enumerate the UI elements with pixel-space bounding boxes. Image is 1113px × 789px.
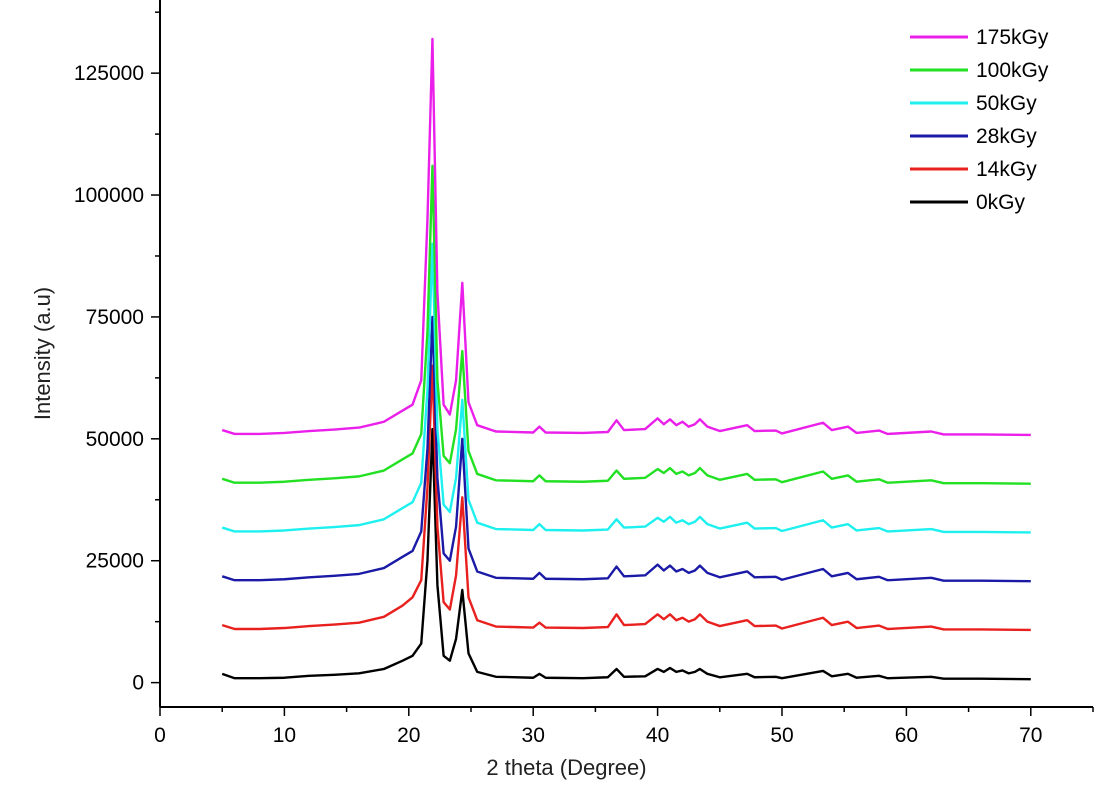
x-tick-label: 10 — [273, 724, 296, 747]
y-tick-label: 50000 — [86, 428, 144, 451]
legend-label: 0kGy — [976, 191, 1026, 214]
x-axis-title: 2 theta (Degree) — [486, 755, 646, 780]
legend-item: 14kGy — [910, 158, 1037, 181]
y-axis-title: Intensity (a.u) — [30, 287, 55, 420]
y-tick-label: 25000 — [86, 550, 144, 573]
x-axis: 0 10 20 30 40 50 60 70 — [154, 707, 1094, 747]
y-tick-label: 75000 — [86, 306, 144, 329]
y-axis: 0 25000 50000 75000 100000 125000 — [74, 11, 160, 695]
series-line-0kGy — [221, 427, 1031, 681]
legend-label: 100kGy — [976, 59, 1049, 82]
y-tick-label: 0 — [132, 672, 144, 695]
x-tick-label: 50 — [770, 724, 793, 747]
series-line-14kGy — [221, 364, 1031, 632]
legend-label: 14kGy — [976, 158, 1037, 181]
x-tick-label: 30 — [522, 724, 545, 747]
legend-item: 0kGy — [910, 191, 1026, 214]
y-tick-label: 100000 — [74, 184, 144, 207]
legend-item: 50kGy — [910, 92, 1037, 115]
legend-item: 28kGy — [910, 125, 1037, 148]
legend-label: 28kGy — [976, 125, 1037, 148]
x-tick-label: 40 — [646, 724, 669, 747]
x-tick-label: 70 — [1019, 724, 1042, 747]
legend: 175kGy 100kGy 50kGy 28kGy 14kGy 0kGy — [910, 26, 1049, 214]
series-line-100kGy — [221, 164, 1031, 485]
series-layer — [221, 37, 1031, 681]
series-line-28kGy — [221, 315, 1031, 583]
x-tick-label: 20 — [397, 724, 420, 747]
x-tick-label: 0 — [154, 724, 166, 747]
legend-item: 100kGy — [910, 59, 1049, 82]
series-line-50kGy — [221, 242, 1031, 534]
legend-label: 175kGy — [976, 26, 1049, 49]
legend-label: 50kGy — [976, 92, 1037, 115]
y-tick-label: 125000 — [74, 62, 144, 85]
legend-item: 175kGy — [910, 26, 1049, 49]
x-tick-label: 60 — [895, 724, 918, 747]
series-line-175kGy — [221, 37, 1031, 437]
plot-frame — [159, 0, 1093, 708]
